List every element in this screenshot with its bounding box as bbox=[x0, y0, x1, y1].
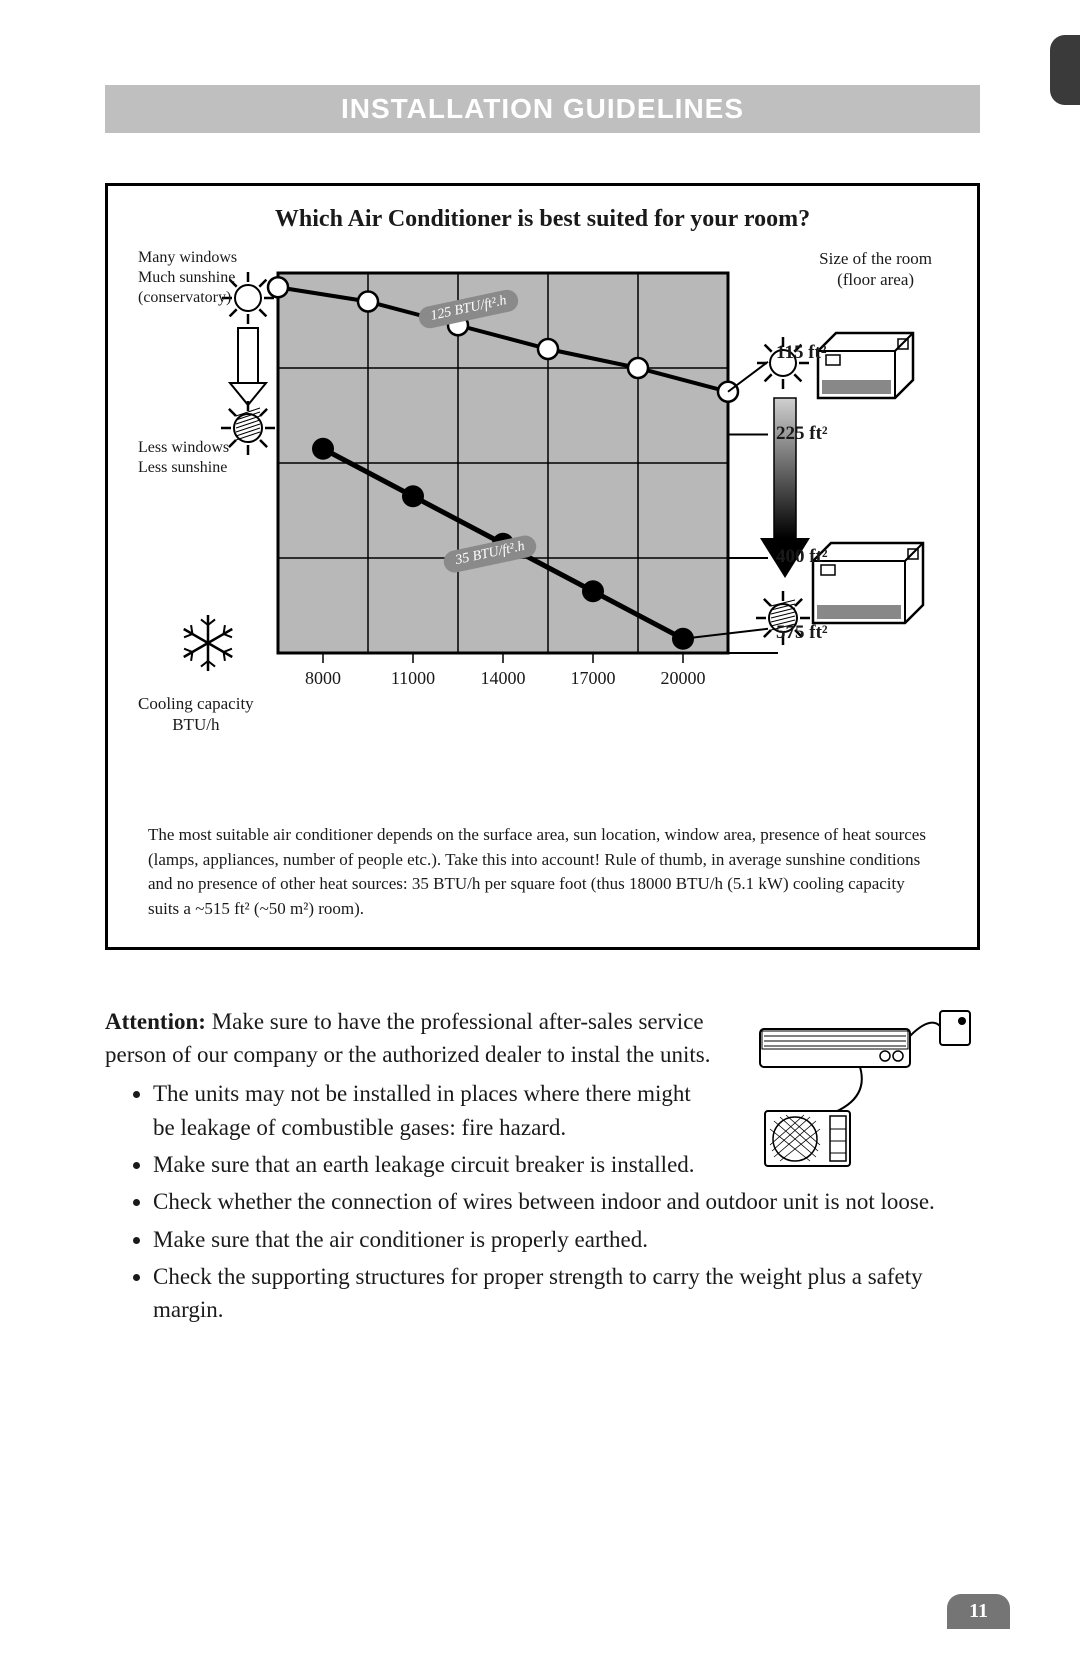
label-cooling-capacity: Cooling capacity BTU/h bbox=[138, 693, 254, 736]
chart-panel: Which Air Conditioner is best suited for… bbox=[105, 183, 980, 950]
chart-explanation: The most suitable air conditioner depend… bbox=[138, 823, 947, 922]
page-number: 11 bbox=[947, 1594, 1010, 1629]
attention-heading: Attention: bbox=[105, 1009, 206, 1034]
y-label: 575 ft² bbox=[776, 622, 828, 644]
y-label: 400 ft² bbox=[776, 546, 828, 568]
section-header: INSTALLATION GUIDELINES bbox=[105, 85, 980, 133]
label-many-windows: Many windows Much sunshine (conservatory… bbox=[138, 248, 237, 308]
x-tick: 17000 bbox=[558, 668, 628, 689]
ac-installation-icon bbox=[730, 1001, 980, 1171]
attention-bullet: Check the supporting structures for prop… bbox=[153, 1260, 980, 1327]
x-tick: 14000 bbox=[468, 668, 538, 689]
label-room-size: Size of the room (floor area) bbox=[819, 248, 932, 291]
attention-bullet: Make sure that the air conditioner is pr… bbox=[153, 1223, 980, 1256]
chart-title: Which Air Conditioner is best suited for… bbox=[138, 206, 947, 233]
chart-svg bbox=[138, 243, 938, 803]
y-label: 115 ft² bbox=[776, 342, 827, 364]
label-less-windows: Less windows Less sunshine bbox=[138, 438, 229, 478]
x-tick: 11000 bbox=[378, 668, 448, 689]
chart-area: Many windows Much sunshine (conservatory… bbox=[138, 243, 947, 803]
attention-section: Attention: Make sure to have the profess… bbox=[105, 1005, 980, 1331]
attention-bullet: Check whether the connection of wires be… bbox=[153, 1185, 980, 1218]
side-tab bbox=[1050, 35, 1080, 105]
x-tick: 20000 bbox=[648, 668, 718, 689]
x-tick: 8000 bbox=[288, 668, 358, 689]
y-label: 225 ft² bbox=[776, 423, 828, 445]
